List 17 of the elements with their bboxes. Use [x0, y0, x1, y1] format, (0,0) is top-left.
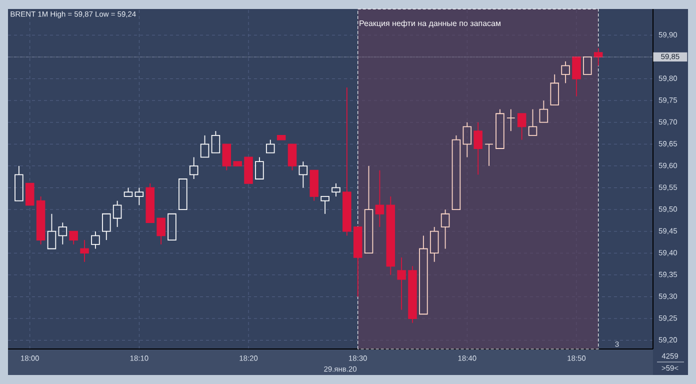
- candlestick: [386, 196, 396, 276]
- band-label: Реакция нефти на данные по запасам: [360, 20, 500, 28]
- candlestick: [332, 182, 340, 197]
- candlestick: [375, 170, 384, 228]
- candlestick: [36, 196, 46, 245]
- candlestick: [430, 226, 439, 262]
- candlestick: [408, 266, 417, 324]
- candlestick: [397, 257, 406, 310]
- candlestick: [462, 122, 472, 158]
- candlestick: [594, 48, 603, 66]
- candlestick: [506, 108, 516, 132]
- candlestick: [58, 222, 68, 245]
- candlestick: [80, 240, 89, 262]
- candlestick: [134, 187, 144, 206]
- candlestick: [474, 122, 482, 176]
- candlestick: [189, 156, 198, 180]
- candlestick: [298, 161, 308, 188]
